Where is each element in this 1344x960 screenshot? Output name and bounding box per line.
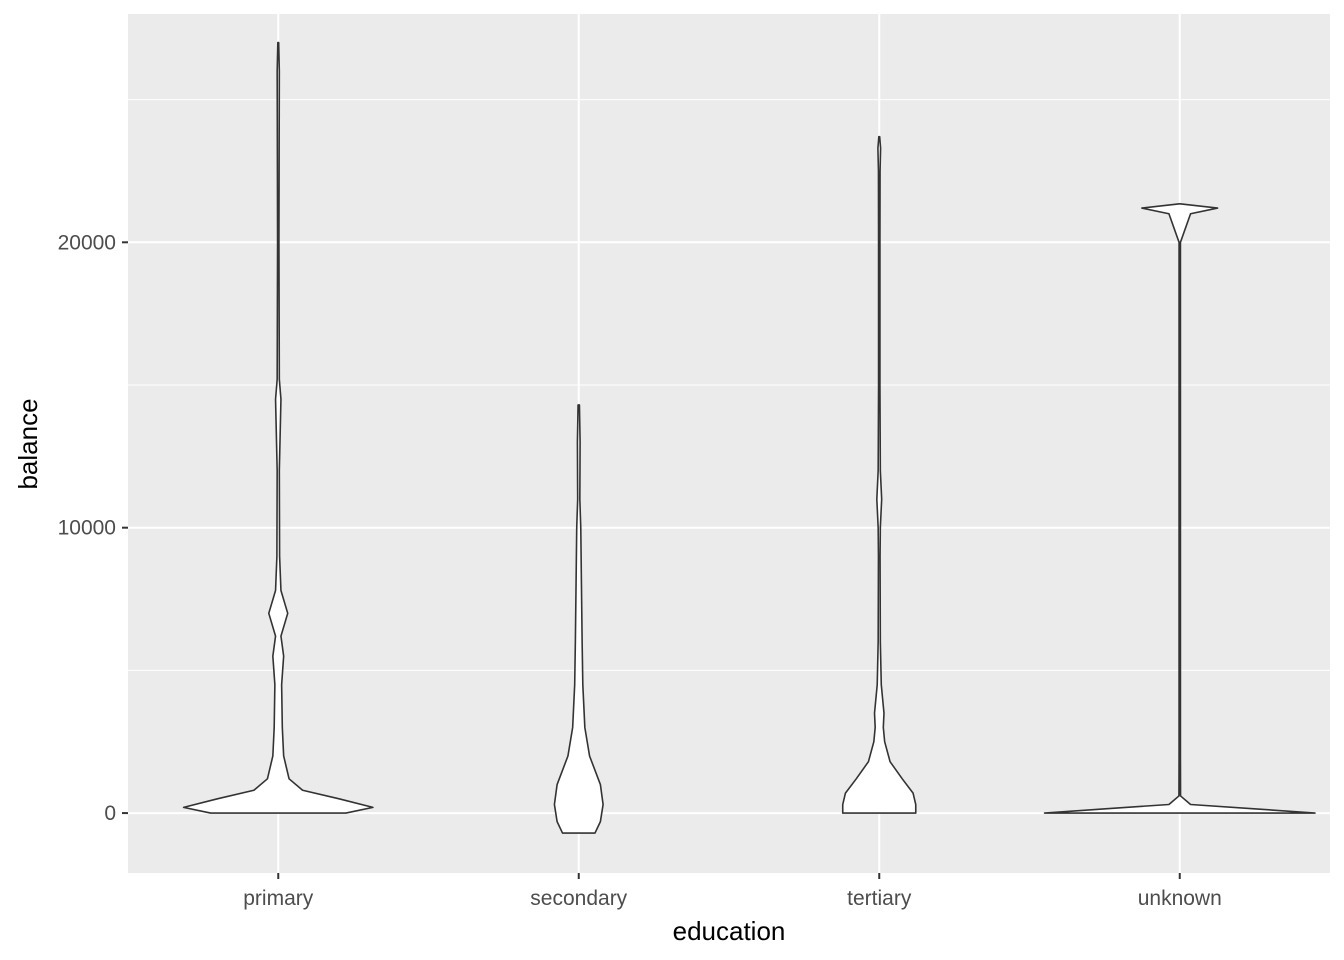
x-tick-label-primary: primary (243, 887, 314, 910)
violin-tertiary (841, 135, 917, 814)
plot-panel (128, 14, 1330, 873)
y-tick-label: 10000 (58, 517, 116, 540)
minor-gridlines (128, 99, 1330, 671)
x-axis-title: education (673, 916, 786, 946)
y-axis: 0 10000 20000 (58, 231, 128, 825)
x-tick-label-unknown: unknown (1138, 887, 1222, 910)
y-tick-label: 20000 (58, 231, 116, 254)
y-tick-label: 0 (104, 802, 116, 825)
violin-primary (182, 41, 374, 814)
violin-secondary (553, 404, 604, 834)
x-axis: primary secondary tertiary unknown (243, 873, 1222, 910)
violin-unknown (1043, 202, 1316, 814)
y-axis-title: balance (13, 398, 43, 489)
violins (182, 41, 1316, 834)
x-tick-label-tertiary: tertiary (847, 887, 912, 910)
x-tick-label-secondary: secondary (530, 887, 627, 910)
